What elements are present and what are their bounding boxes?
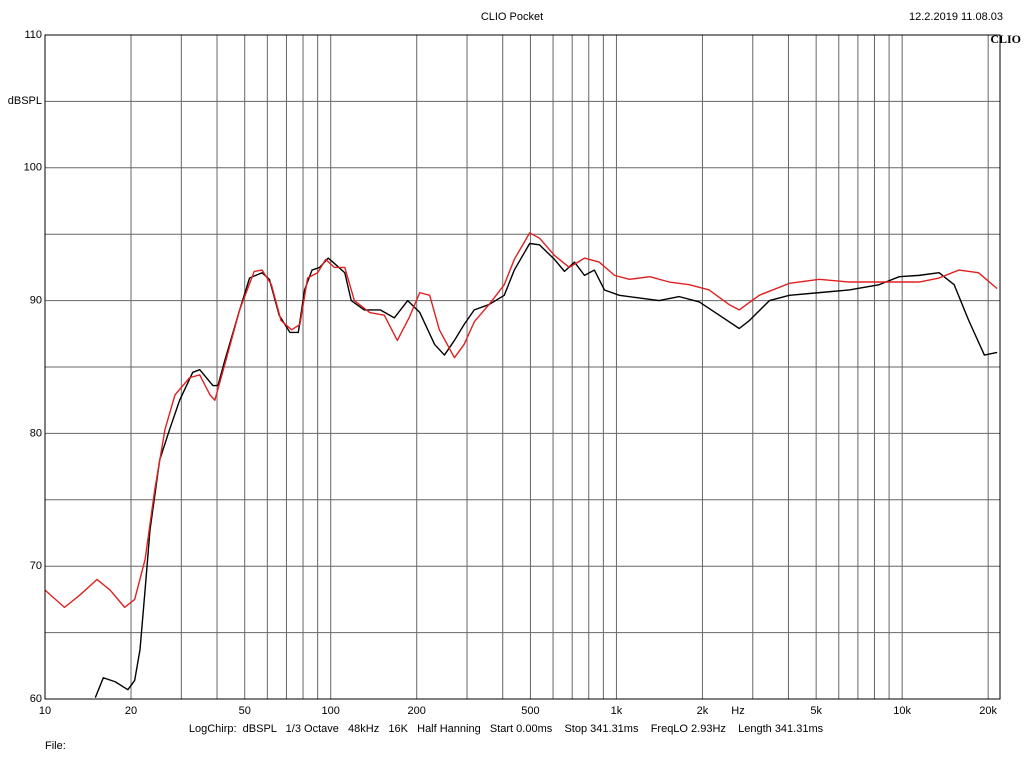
x-tick-label: 10k xyxy=(893,705,911,717)
x-axis-label: Hz xyxy=(731,705,744,717)
y-tick-label: 70 xyxy=(30,560,42,572)
plot-frame xyxy=(44,34,1001,700)
y-tick-label: 80 xyxy=(30,427,42,439)
x-tick-label: 50 xyxy=(239,705,251,717)
y-tick-label: 100 xyxy=(24,162,42,174)
chart-title: CLIO Pocket xyxy=(481,11,543,23)
x-tick-label: 10 xyxy=(39,705,51,717)
y-tick-label: 110 xyxy=(24,29,42,41)
x-tick-label: 100 xyxy=(322,705,340,717)
logo: CLIO xyxy=(990,32,1021,46)
x-tick-label: 20k xyxy=(979,705,997,717)
x-tick-label: 2k xyxy=(697,705,709,717)
measurement-settings: LogChirp: dBSPL 1/3 Octave 48kHz 16K Hal… xyxy=(189,723,824,735)
x-tick-label: 5k xyxy=(810,705,822,717)
y-axis-label: dBSPL xyxy=(8,95,42,107)
timestamp: 12.2.2019 11.08.03 xyxy=(909,11,1003,23)
y-tick-label: 90 xyxy=(30,295,42,307)
y-tick-label: 60 xyxy=(30,693,42,705)
x-tick-label: 500 xyxy=(521,705,539,717)
file-label: File: xyxy=(45,740,66,752)
plot-lines xyxy=(45,232,998,698)
series-line xyxy=(45,232,998,609)
x-tick-label: 1k xyxy=(611,705,623,717)
series-line xyxy=(94,242,998,698)
x-tick-label: 20 xyxy=(125,705,137,717)
x-tick-label: 200 xyxy=(408,705,426,717)
